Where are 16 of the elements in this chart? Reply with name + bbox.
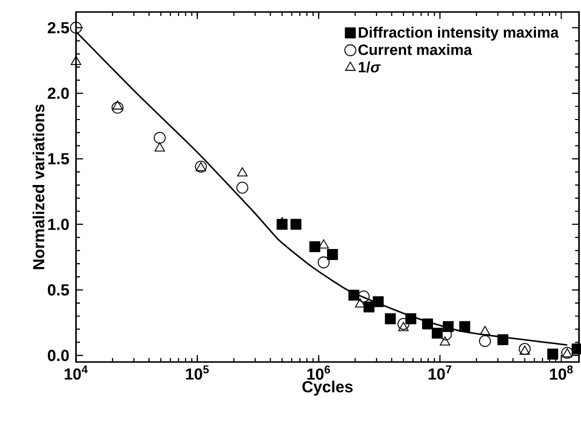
x-tick-label: 10$^{4}$ [64,366,88,380]
y-tick-label: 2.5 [48,22,70,34]
y-tick-label: 1.0 [48,218,69,230]
legend-label: 1/σ [358,61,381,73]
y-axis-title: Normalized variations [32,104,44,270]
x-axis-title: Cycles [302,380,353,396]
y-tick-label: 1.5 [48,153,70,164]
y-tick-label: 0.0 [48,350,69,362]
x-tick-label: 10$^{8}$ [550,366,573,380]
x-tick-label: 10$^{7}$ [428,366,452,380]
legend-label: Diffraction intensity maxima [358,26,559,41]
x-tick-label: 10$^{5}$ [186,366,209,380]
x-tick-label: 10$^{6}$ [307,366,330,380]
legend-label: Current maxima [358,44,472,56]
y-tick-label: 0.5 [48,284,70,296]
y-tick-label: 2.0 [48,88,69,99]
